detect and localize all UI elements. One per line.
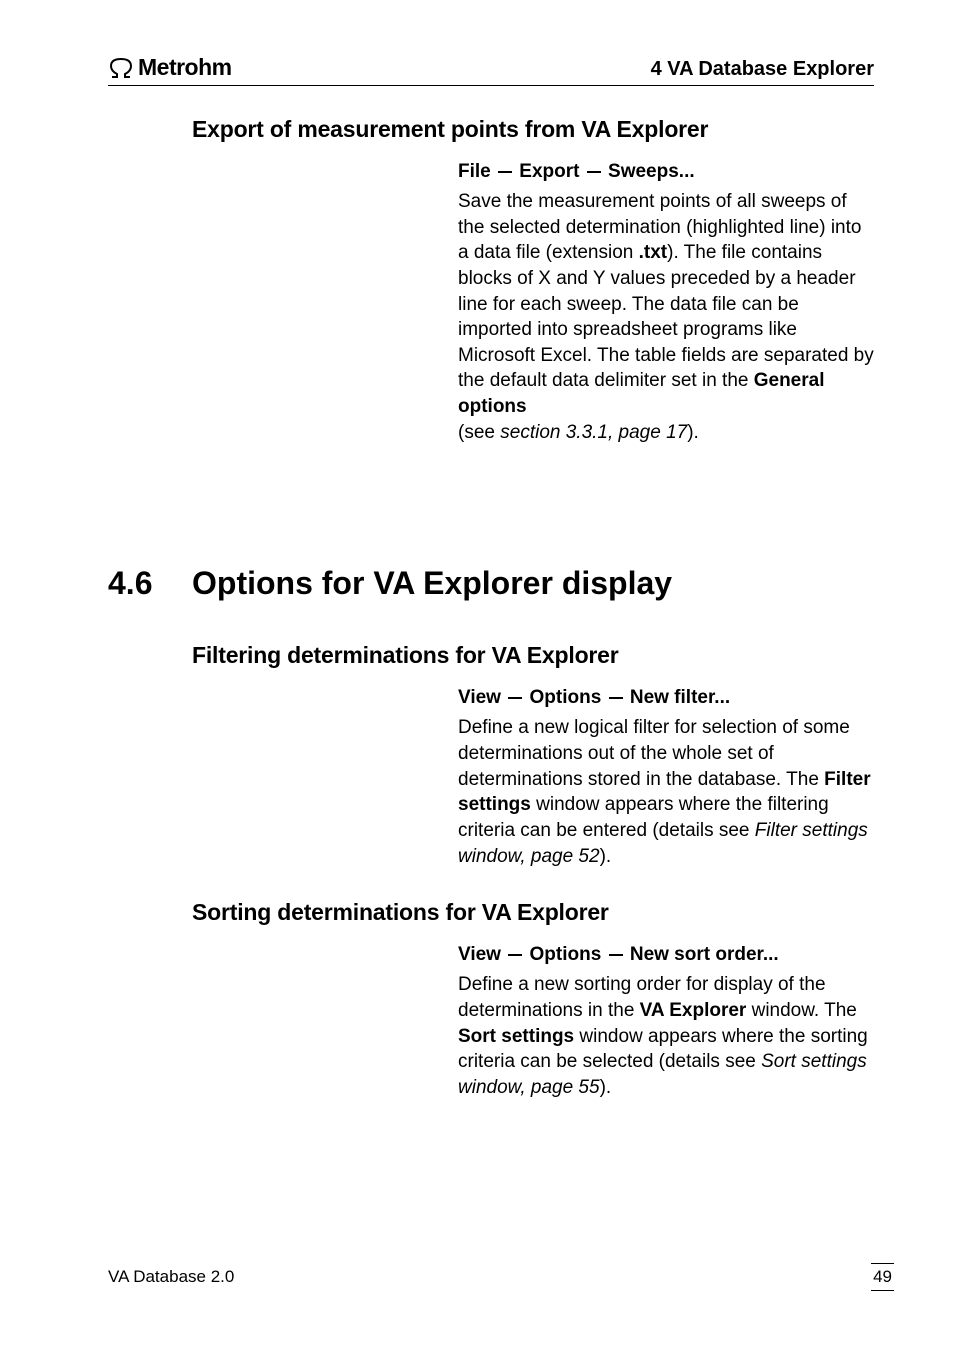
dash-icon bbox=[609, 697, 623, 699]
page: Metrohm 4 VA Database Explorer Export of… bbox=[0, 0, 954, 1351]
heading-export: Export of measurement points from VA Exp… bbox=[192, 116, 874, 143]
menu-b: Export bbox=[514, 161, 585, 182]
footer-left: VA Database 2.0 bbox=[108, 1267, 234, 1287]
brand-text: Metrohm bbox=[138, 54, 232, 81]
page-header: Metrohm 4 VA Database Explorer bbox=[108, 54, 874, 86]
chapter-num: 4.6 bbox=[108, 565, 192, 602]
ext: .txt bbox=[639, 242, 668, 263]
brand-block: Metrohm bbox=[108, 54, 232, 81]
header-chapter: 4 VA Database Explorer bbox=[651, 58, 874, 81]
text: window. The bbox=[746, 1000, 857, 1021]
text: (see bbox=[458, 422, 500, 443]
para-sort: Define a new sorting order for display o… bbox=[458, 972, 874, 1100]
menu-c: Sweeps... bbox=[603, 161, 695, 182]
menu-c: New filter... bbox=[625, 687, 731, 708]
heading-chapter: 4.6Options for VA Explorer display bbox=[108, 565, 874, 602]
menu-path-export: File Export Sweeps... bbox=[458, 161, 874, 183]
dash-icon bbox=[498, 171, 512, 173]
omega-icon bbox=[108, 57, 134, 79]
menu-path-sort: View Options New sort order... bbox=[458, 944, 874, 966]
heading-sort: Sorting determinations for VA Explorer bbox=[192, 899, 874, 926]
dash-icon bbox=[508, 954, 522, 956]
page-footer: VA Database 2.0 49 bbox=[108, 1263, 894, 1291]
menu-b: Options bbox=[524, 687, 606, 708]
heading-filter: Filtering determinations for VA Explorer bbox=[192, 642, 874, 669]
para-filter: Define a new logical filter for selectio… bbox=[458, 715, 874, 869]
menu-path-filter: View Options New filter... bbox=[458, 687, 874, 709]
win2: Sort settings bbox=[458, 1026, 574, 1047]
dash-icon bbox=[609, 954, 623, 956]
para-export: Save the measurement points of all sweep… bbox=[458, 189, 874, 445]
see-ref: section 3.3.1, page 17 bbox=[500, 422, 687, 443]
dash-icon bbox=[508, 697, 522, 699]
text: Define a new logical filter for selectio… bbox=[458, 717, 850, 789]
text: ). bbox=[600, 846, 612, 867]
menu-c: New sort order... bbox=[625, 944, 779, 965]
text: ). bbox=[687, 422, 699, 443]
dash-icon bbox=[587, 171, 601, 173]
page-number: 49 bbox=[871, 1263, 894, 1291]
menu-a: File bbox=[458, 161, 496, 182]
menu-a: View bbox=[458, 944, 506, 965]
chapter-title: Options for VA Explorer display bbox=[192, 565, 672, 601]
text: ). bbox=[600, 1077, 612, 1098]
menu-b: Options bbox=[524, 944, 606, 965]
win1: VA Explorer bbox=[640, 1000, 747, 1021]
menu-a: View bbox=[458, 687, 506, 708]
